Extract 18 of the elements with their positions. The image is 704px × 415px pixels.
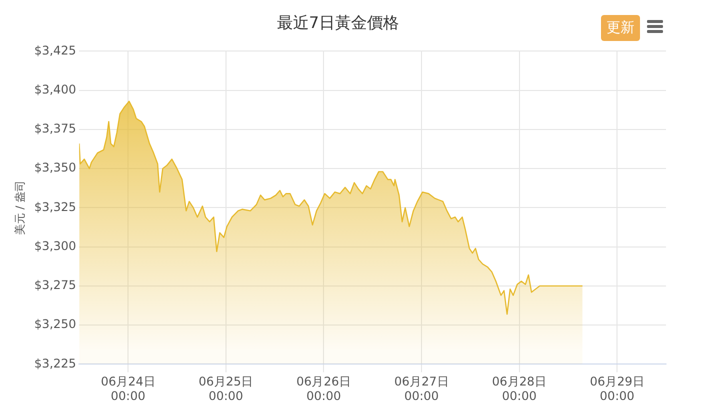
x-tick-label: 06月24日 00:00	[100, 374, 156, 403]
x-tick-label: 06月27日 00:00	[394, 374, 449, 403]
refresh-button: 更新	[601, 15, 640, 41]
y-tick-label: $3,225	[34, 356, 76, 370]
y-tick-label: $3,350	[34, 160, 76, 175]
y-tick-label: $3,375	[34, 122, 76, 136]
x-tick-label: 06月26日 00:00	[296, 374, 351, 403]
y-tick-label: $3,325	[34, 200, 76, 214]
y-tick-label: $3,400	[34, 82, 76, 96]
y-tick-label: $3,250	[34, 317, 76, 332]
y-axis-title: 美元 / 盎司	[13, 180, 26, 236]
y-tick-label: $3,425	[34, 43, 76, 58]
x-tick-label: 06月25日 00:00	[198, 374, 254, 403]
y-tick-label: $3,275	[34, 278, 76, 292]
chart-title: 最近7日黃金價格	[276, 12, 400, 32]
x-tick-label: 06月29日 00:00	[590, 374, 644, 403]
x-tick-label: 06月28日 00:00	[492, 374, 547, 403]
y-tick-label: $3,300	[34, 238, 76, 253]
